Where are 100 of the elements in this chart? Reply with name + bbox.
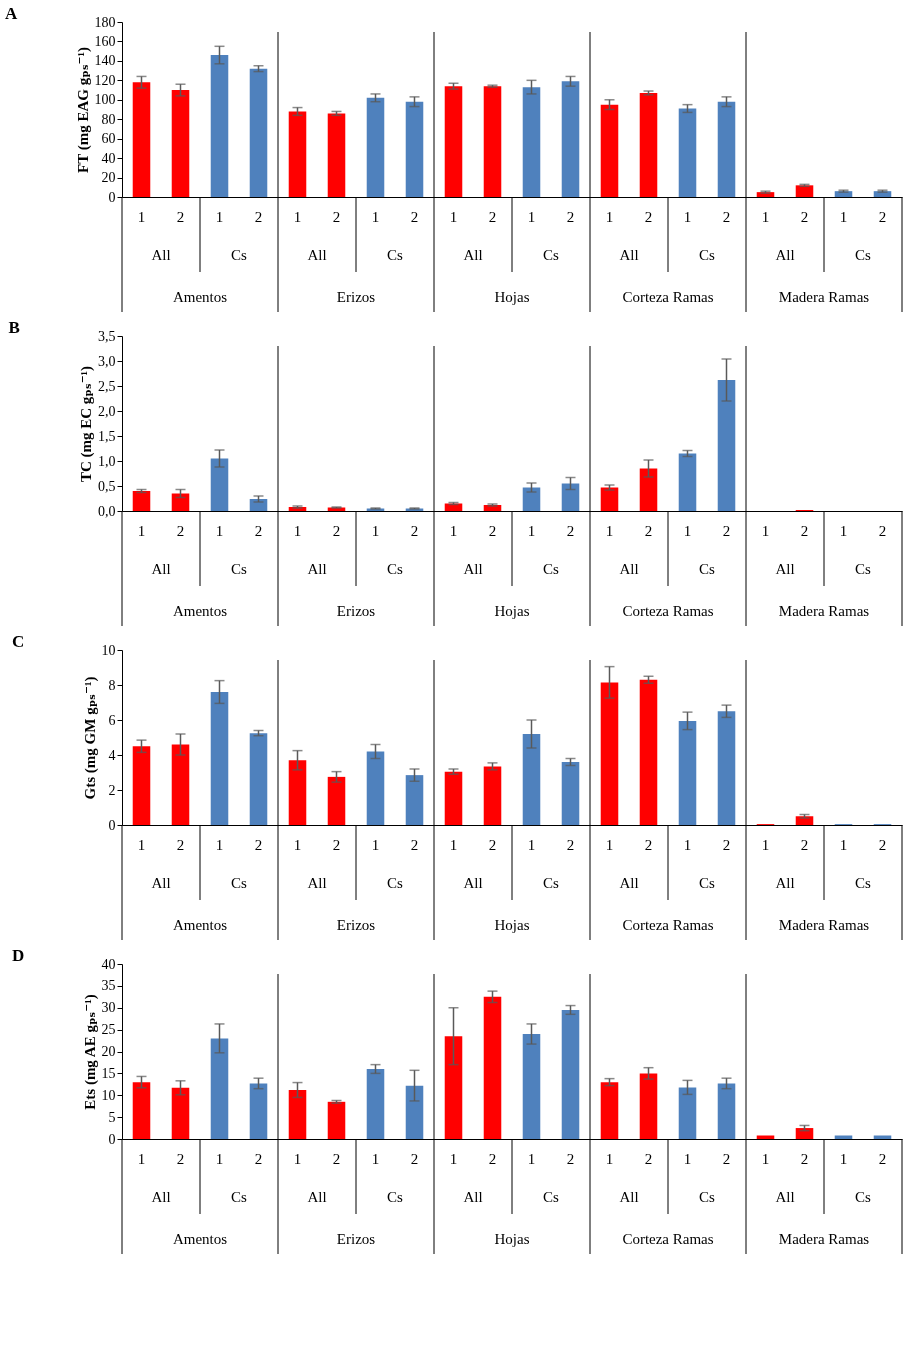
x-tick-label: 1 bbox=[527, 836, 536, 853]
x-tick-label: 2 bbox=[878, 208, 887, 225]
x-tick-label: 1 bbox=[215, 836, 224, 853]
x-tick-label: 2 bbox=[722, 522, 731, 539]
text: Cs bbox=[543, 875, 560, 891]
x-tick-label: 1 bbox=[371, 522, 380, 539]
x-tick-label: 1 bbox=[215, 1150, 224, 1167]
bar bbox=[522, 87, 541, 197]
bar bbox=[522, 734, 541, 825]
x-tick-label: 1 bbox=[293, 836, 302, 853]
y-tick-label: 5 bbox=[108, 1109, 116, 1125]
x-tick-label: 2 bbox=[644, 836, 653, 853]
y-tick-label: 180 bbox=[94, 14, 116, 30]
y-tick-label: 4 bbox=[108, 747, 116, 763]
y-axis-title: FT (mg EAG gₚₛ⁻¹) bbox=[74, 47, 92, 173]
text: All bbox=[307, 875, 327, 891]
x-tick-label: 2 bbox=[800, 522, 809, 539]
text: Cs bbox=[543, 247, 560, 263]
bar bbox=[678, 1087, 697, 1139]
text: Cs bbox=[543, 1189, 560, 1205]
x-tick-label: 1 bbox=[215, 208, 224, 225]
x-tick-label: 2 bbox=[332, 836, 341, 853]
x-tick-label: 2 bbox=[176, 836, 185, 853]
text: Erizos bbox=[336, 289, 376, 305]
x-tick-label: 1 bbox=[761, 522, 770, 539]
bar bbox=[717, 380, 736, 511]
x-tick-label: 1 bbox=[527, 522, 536, 539]
bar bbox=[405, 1085, 424, 1139]
x-tick-label: 2 bbox=[566, 208, 575, 225]
text: All bbox=[775, 247, 795, 263]
x-tick-label: 2 bbox=[878, 836, 887, 853]
bar bbox=[639, 1073, 658, 1139]
x-tick-label: 2 bbox=[722, 836, 731, 853]
text: Cs bbox=[231, 247, 248, 263]
bar bbox=[327, 1101, 346, 1139]
x-tick-label: 2 bbox=[488, 208, 497, 225]
text: Hojas bbox=[494, 289, 530, 305]
y-tick-label: 40 bbox=[101, 150, 116, 166]
text: Cs bbox=[387, 875, 404, 891]
x-tick-label: 1 bbox=[449, 522, 458, 539]
text: Erizos bbox=[336, 603, 376, 619]
text: All bbox=[619, 875, 639, 891]
x-tick-label: 1 bbox=[137, 208, 146, 225]
x-tick-label: 2 bbox=[254, 522, 263, 539]
text: Amentos bbox=[172, 1231, 228, 1247]
text: Madera Ramas bbox=[778, 917, 870, 933]
x-tick-label: 2 bbox=[410, 208, 419, 225]
text: Corteza Ramas bbox=[622, 1231, 714, 1247]
text: Hojas bbox=[494, 603, 530, 619]
x-tick-label: 1 bbox=[683, 1150, 692, 1167]
x-tick-label: 1 bbox=[839, 522, 848, 539]
text: All bbox=[619, 561, 639, 577]
x-tick-label: 2 bbox=[332, 208, 341, 225]
chart-title: C bbox=[12, 632, 25, 651]
x-tick-label: 1 bbox=[527, 1150, 536, 1167]
y-tick-label: 0,0 bbox=[98, 503, 116, 519]
text: Cs bbox=[231, 1189, 248, 1205]
bar bbox=[483, 86, 502, 197]
text: Cs bbox=[699, 875, 716, 891]
bar bbox=[171, 90, 190, 197]
text: All bbox=[775, 561, 795, 577]
text: All bbox=[151, 1189, 171, 1205]
bar bbox=[132, 82, 151, 197]
y-tick-label: 0,5 bbox=[98, 478, 116, 494]
text: Amentos bbox=[172, 917, 228, 933]
x-tick-label: 2 bbox=[488, 836, 497, 853]
x-tick-label: 2 bbox=[410, 836, 419, 853]
x-tick-label: 1 bbox=[449, 1150, 458, 1167]
x-tick-label: 1 bbox=[527, 208, 536, 225]
x-tick-label: 2 bbox=[722, 1150, 731, 1167]
x-tick-label: 1 bbox=[449, 836, 458, 853]
y-tick-label: 8 bbox=[108, 677, 116, 693]
x-tick-label: 1 bbox=[761, 836, 770, 853]
x-tick-label: 2 bbox=[176, 1150, 185, 1167]
x-tick-label: 2 bbox=[644, 1150, 653, 1167]
text: Cs bbox=[387, 247, 404, 263]
x-tick-label: 2 bbox=[800, 836, 809, 853]
x-tick-label: 1 bbox=[371, 208, 380, 225]
y-tick-label: 15 bbox=[101, 1065, 116, 1081]
text: All bbox=[151, 561, 171, 577]
bar bbox=[561, 81, 580, 197]
bar bbox=[288, 1090, 307, 1139]
bar bbox=[717, 711, 736, 825]
x-tick-label: 2 bbox=[254, 208, 263, 225]
y-tick-label: 1,5 bbox=[98, 428, 116, 444]
text: Cs bbox=[699, 247, 716, 263]
text: Cs bbox=[543, 561, 560, 577]
bar bbox=[522, 1034, 541, 1139]
text: Corteza Ramas bbox=[622, 917, 714, 933]
x-tick-label: 1 bbox=[215, 522, 224, 539]
text: All bbox=[463, 247, 483, 263]
text: All bbox=[775, 875, 795, 891]
bar bbox=[483, 996, 502, 1139]
x-tick-label: 1 bbox=[839, 208, 848, 225]
x-tick-label: 2 bbox=[878, 522, 887, 539]
bar bbox=[171, 744, 190, 825]
x-tick-label: 2 bbox=[176, 522, 185, 539]
text: Erizos bbox=[336, 1231, 376, 1247]
bar bbox=[444, 1036, 463, 1139]
x-tick-label: 2 bbox=[332, 522, 341, 539]
